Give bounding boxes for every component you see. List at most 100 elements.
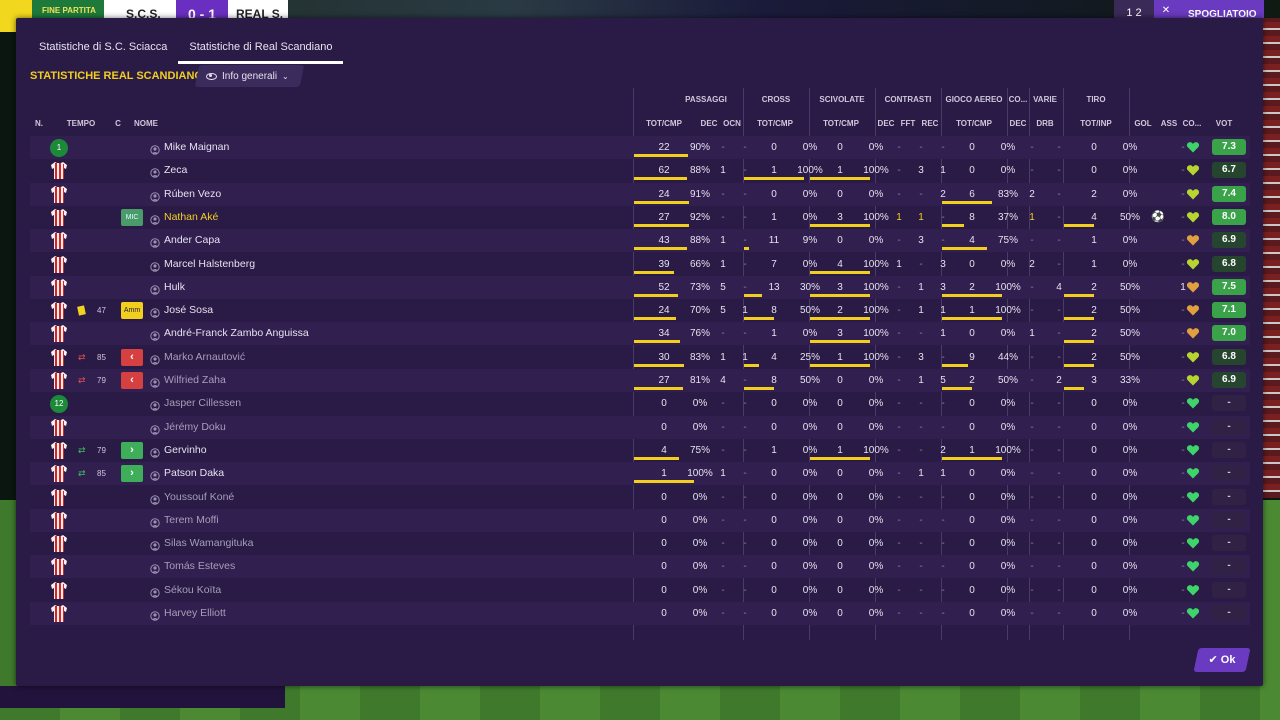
player-profile-icon[interactable] [150, 259, 160, 272]
table-row[interactable]: Marcel Halstenberg 39 66% 1 - 7 0% 4 100% 1 - 3 0 0% 2… [30, 253, 1250, 276]
table-row[interactable]: ⇄ 79 ‹ Wilfried Zaha 27 81% 4 - 8 50% 0 0% - 1 5 2 50% - 2… [30, 369, 1250, 392]
crosses-total: 0 [771, 398, 777, 410]
player-profile-icon[interactable] [150, 492, 160, 505]
player-profile-icon[interactable] [150, 235, 160, 248]
table-row[interactable]: Ander Capa 43 88% 1-11 9% 0 0% -3-4 75% - -1 0% -6.9 [30, 229, 1250, 253]
col-header-ass[interactable]: ASS [1160, 119, 1178, 128]
player-profile-icon[interactable] [150, 165, 160, 178]
col-header-vot[interactable]: VOT [1215, 119, 1233, 128]
tab-sciacca-stats[interactable]: Statistiche di S.C. Sciacca [39, 41, 168, 53]
condition-heart-icon [1186, 513, 1200, 527]
table-row[interactable]: 12 Jasper Cillessen 0 0% - - 0 0% 0 0% - - - 0 0% - - 0 0%… [30, 392, 1250, 415]
col-header-pass-dec[interactable]: DEC [700, 119, 718, 128]
passes-chances: - [743, 165, 747, 177]
crosses-total: 4 [771, 351, 777, 363]
player-name[interactable]: Gervinho [164, 443, 207, 456]
player-name[interactable]: Jasper Cillessen [164, 397, 242, 410]
player-name[interactable]: Terem Moffi [164, 513, 219, 526]
player-profile-icon[interactable] [150, 538, 160, 551]
chevron-left-icon: ‹ [121, 348, 143, 366]
table-row[interactable]: ⇄ 85 ‹ Marko Arnautović 30 83% 1 1 4 25% 1 100% -3-9… [30, 346, 1250, 369]
tab-scandiano-stats[interactable]: Statistiche di Real Scandiano [178, 32, 344, 64]
player-name[interactable]: Youssouf Koné [164, 490, 235, 503]
aerial-percent: 100% [995, 281, 1021, 293]
col-header-n[interactable]: N. [35, 119, 43, 128]
view-dropdown[interactable]: Info generali ⌄ [194, 65, 305, 87]
col-header-contr-dec[interactable]: DEC [877, 119, 895, 128]
player-profile-icon[interactable] [150, 515, 160, 528]
table-row[interactable]: Terem Moffi 0 0% - - 0 0% 0 0% - - - 0 0% - - 0 0% - - [30, 508, 1250, 532]
player-name[interactable]: Patson Daka [164, 467, 225, 480]
player-profile-icon[interactable] [150, 189, 160, 202]
col-header-tempo[interactable]: TEMPO [66, 119, 96, 128]
table-row[interactable]: Jérémy Doku 0 0% - - 0 0% 0 0% - - - 0 0% - - 0 0% - - [30, 415, 1250, 439]
collapse-chevron-icon[interactable]: ✕ [1154, 0, 1178, 18]
player-profile-icon[interactable] [150, 398, 160, 411]
passes-percent: 81% [689, 375, 710, 386]
player-profile-icon[interactable] [150, 212, 160, 225]
player-name[interactable]: Nathan Aké [164, 210, 219, 223]
player-name[interactable]: José Sosa [164, 304, 214, 317]
table-row[interactable]: 47 Amm José Sosa 24 70% 5 1 8 50% 2 100% -1 1 1 100% - -… [30, 299, 1250, 322]
table-row[interactable]: Sékou Koïta 0 0% - - 0 0% 0 0% - - - 0 0% - - 0 0% - - [30, 579, 1250, 602]
player-name[interactable]: André-Franck Zambo Anguissa [164, 327, 309, 340]
table-row[interactable]: ⇄ 85 › Patson Daka 1 100% 1-0 0% 0 0% -1 1 0 0% - -0 0% -… [30, 462, 1250, 486]
col-header-cross-totcmp[interactable]: TOT/CMP [757, 119, 793, 128]
table-row[interactable]: Harvey Elliott 0 0% - - 0 0% 0 0% - - - 0 0% - - 0 0% - - [30, 602, 1250, 625]
table-row[interactable]: ⇄ 79 › Gervinho 4 75% - -1 0% 1 100% - -2 1 100% - -0 0% -… [30, 439, 1250, 462]
player-name[interactable]: Marcel Halstenberg [164, 257, 256, 270]
player-name[interactable]: Tomás Esteves [164, 560, 236, 573]
col-header-co-dec[interactable]: DEC [1009, 119, 1027, 128]
player-profile-icon[interactable] [150, 445, 160, 458]
player-name[interactable]: Jérémy Doku [164, 420, 226, 433]
player-profile-icon[interactable] [150, 608, 160, 621]
player-profile-icon[interactable] [150, 468, 160, 481]
table-row[interactable]: 1 Mike Maignan 22 90% - -0 0% 0 0% - - -0 0% - -0 0% -7.… [30, 136, 1250, 159]
table-row[interactable]: MIC Nathan Aké 27 92% - -1 0% 3 100% 1 1-8 37% 1-4 50… [30, 206, 1250, 229]
player-name[interactable]: Rúben Vezo [164, 187, 222, 200]
chevron-left-icon: ‹ [121, 372, 143, 389]
player-name[interactable]: Wilfried Zaha [164, 374, 226, 386]
col-header-nome[interactable]: NOME [134, 119, 158, 128]
col-header-tiro-totinp[interactable]: TOT/INP [1080, 119, 1112, 128]
table-row[interactable]: Hulk 52 73% 5-13 30% 3 100% -1 3 2 100% -4 2 50% 1 7.5 [30, 275, 1250, 299]
player-profile-icon[interactable] [150, 561, 160, 575]
player-name[interactable]: Hulk [164, 280, 186, 293]
tackles-percent: 100% [863, 305, 889, 317]
table-row[interactable]: Tomás Esteves 0 0% - - 0 0% 0 0% - - - 0 0% - - 0 0% - - [30, 555, 1250, 579]
table-row[interactable]: Youssouf Koné 0 0% - - 0 0% 0 0% - - - 0 0% - - 0 0% - - [30, 486, 1250, 509]
player-name[interactable]: Ander Capa [164, 234, 221, 247]
player-profile-icon[interactable] [150, 305, 160, 318]
table-row[interactable]: Zeca 62 88% 1-1 100% 1 100% -3 1 0 0% - -0 0% -6.7 [30, 159, 1250, 182]
player-name[interactable]: Mike Maignan [164, 141, 230, 153]
group-header-varie: VARIE [1033, 95, 1057, 104]
player-profile-icon[interactable] [150, 352, 160, 365]
ok-button[interactable]: ✔ Ok [1193, 648, 1251, 672]
player-name[interactable]: Sékou Koïta [164, 583, 222, 596]
col-header-gol[interactable]: GOL [1134, 119, 1152, 128]
player-name[interactable]: Silas Wamangituka [164, 537, 254, 550]
dressing-room-button[interactable]: SPOGLIATOIO [1178, 0, 1264, 18]
col-header-contr-fft[interactable]: FFT [900, 119, 916, 128]
player-name[interactable]: Zeca [164, 164, 188, 177]
col-header-contr-rec[interactable]: REC [921, 119, 939, 128]
table-row[interactable]: Rúben Vezo 24 91% - -0 0% 0 0% - -2 6 83% 2-2 0% -7.4 [30, 182, 1250, 206]
table-row[interactable]: André-Franck Zambo Anguissa 34 76% - -1 0% 3 10… [30, 322, 1250, 346]
passes-decisive: - [721, 398, 725, 410]
player-profile-icon[interactable] [150, 282, 160, 295]
player-profile-icon[interactable] [150, 375, 160, 388]
col-header-c[interactable]: C [115, 119, 121, 128]
col-header-pass-totcmp[interactable]: TOT/CMP [646, 119, 682, 128]
col-header-co[interactable]: CO... [1182, 119, 1202, 128]
player-profile-icon[interactable] [150, 142, 160, 155]
player-name[interactable]: Marko Arnautović [164, 350, 246, 363]
col-header-aereo-totcmp[interactable]: TOT/CMP [956, 119, 992, 128]
player-profile-icon[interactable] [150, 328, 160, 342]
col-header-sciv-totcmp[interactable]: TOT/CMP [823, 119, 859, 128]
player-profile-icon[interactable] [150, 422, 160, 435]
col-header-varie-drb[interactable]: DRB [1036, 119, 1054, 128]
player-name[interactable]: Harvey Elliott [164, 607, 226, 619]
col-header-pass-ocn[interactable]: OCN [723, 119, 741, 128]
player-profile-icon[interactable] [150, 585, 160, 598]
table-row[interactable]: Silas Wamangituka 0 0% - - 0 0% 0 0% - - - 0 0% - - 0 0% -… [30, 532, 1250, 555]
